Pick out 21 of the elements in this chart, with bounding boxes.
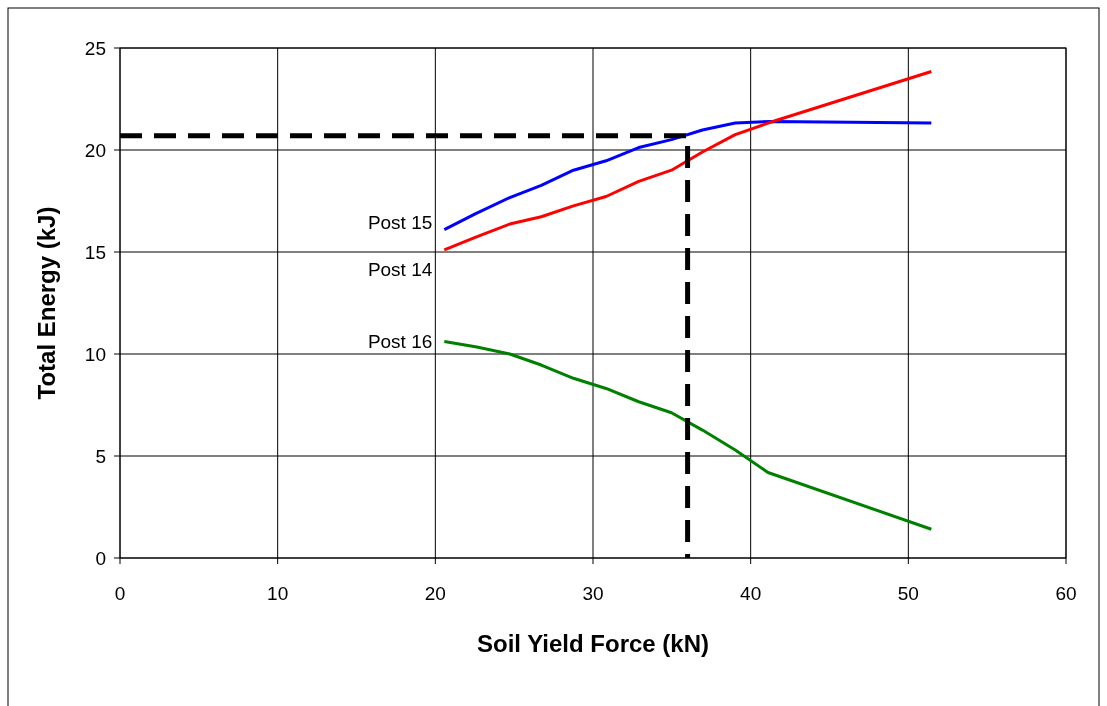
- x-tick-label: 50: [897, 583, 919, 604]
- y-tick-label: 0: [95, 548, 106, 569]
- x-tick-label: 40: [740, 583, 762, 604]
- y-tick-label: 25: [84, 38, 106, 59]
- x-axis-title: Soil Yield Force (kN): [476, 630, 710, 657]
- series-label: Post 15: [367, 211, 433, 233]
- series-label: Post 14: [367, 258, 433, 280]
- y-tick-label: 20: [84, 140, 106, 161]
- x-tick-label: 30: [582, 583, 604, 604]
- series-label: Post 16: [367, 330, 433, 352]
- x-tick-label: 10: [267, 583, 289, 604]
- line-series: [442, 340, 933, 531]
- x-tick-label: 60: [1055, 583, 1077, 604]
- x-tick-label: 0: [114, 583, 126, 604]
- x-tick-label: 20: [424, 583, 446, 604]
- y-tick-label: 10: [84, 344, 106, 365]
- y-tick-label: 5: [95, 446, 106, 467]
- line-series: [442, 119, 933, 232]
- y-tick-label: 15: [84, 242, 106, 263]
- y-axis-title: Total Energy (kJ): [33, 206, 60, 400]
- line-series: [442, 69, 933, 252]
